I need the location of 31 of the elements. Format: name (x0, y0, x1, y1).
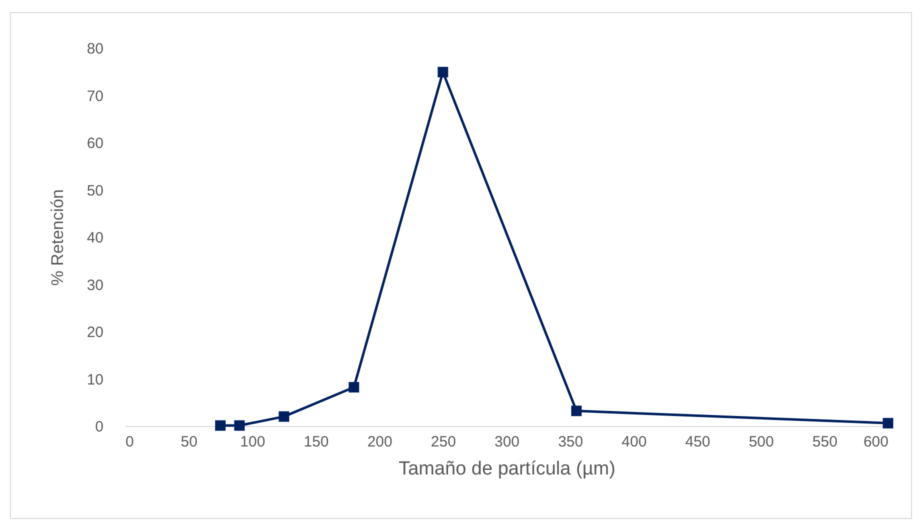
x-tick-label: 0 (126, 434, 134, 450)
point (438, 66, 448, 78)
x-tick-label: 400 (622, 434, 647, 450)
y-tick-label: 60 (86, 135, 104, 152)
point (278, 411, 290, 422)
point (348, 382, 360, 392)
y-tick-label: 0 (95, 418, 104, 436)
x-axis-title: Tamaño de partícula (µm) (398, 458, 616, 480)
y-tick-label: 40 (86, 230, 104, 246)
x-tick-label: 450 (685, 434, 710, 450)
x-tick-label: 50 (180, 434, 198, 450)
x-tick-label: 300 (494, 434, 520, 450)
point (234, 420, 245, 431)
x-tick-label: 100 (240, 434, 266, 450)
x-tick-label: 200 (367, 434, 392, 450)
x-tick-label: 350 (558, 434, 584, 450)
point (571, 406, 582, 416)
x-tick-label: 600 (863, 434, 888, 450)
y-tick-label: 20 (86, 324, 104, 341)
x-tick-label: 500 (748, 434, 774, 450)
point (882, 418, 894, 428)
y-tick-label: 80 (86, 40, 104, 58)
point (215, 420, 226, 431)
x-tick-label: 150 (304, 434, 329, 450)
y-tick-label: 30 (86, 276, 104, 294)
x-tick-label: 250 (430, 434, 456, 450)
y-axis-title: % Retención (48, 189, 67, 286)
y-tick-label: 70 (86, 88, 104, 105)
y-tick-label: 50 (86, 182, 104, 200)
x-tick-label: 550 (812, 434, 838, 450)
y-tick-label: 10 (86, 371, 104, 388)
